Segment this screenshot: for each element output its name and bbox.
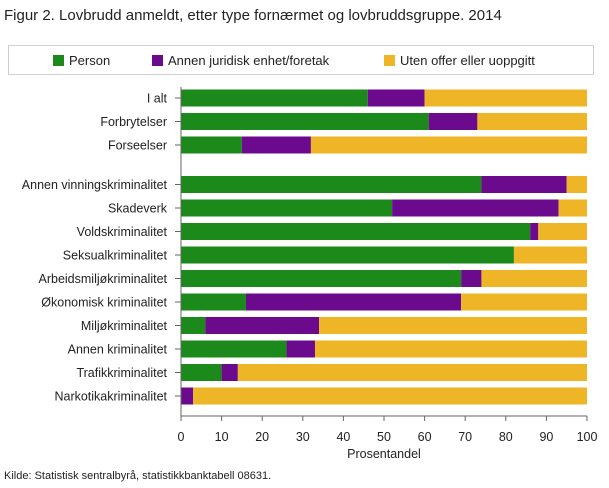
legend-item-annen: Annen juridisk enhet/foretak: [152, 46, 329, 74]
bar-annen: [205, 317, 320, 334]
legend-swatch-uten: [384, 54, 395, 66]
bar-uten: [566, 176, 587, 193]
bar-uten: [314, 340, 587, 358]
bar-person: [181, 293, 246, 311]
category-label: Annen vinningskriminalitet: [22, 178, 168, 192]
bar-annen: [241, 136, 311, 154]
bar-uten: [424, 89, 587, 107]
x-axis-title: Prosentandel: [347, 447, 421, 461]
bar-annen: [221, 364, 238, 381]
legend-label-annen: Annen juridisk enhet/foretak: [168, 52, 330, 68]
chart-title: Figur 2. Lovbrudd anmeldt, etter type fo…: [4, 7, 502, 24]
bar-annen: [367, 89, 425, 107]
bar-person: [181, 364, 222, 381]
category-label: Forbrytelser: [100, 115, 167, 129]
x-tick-label: 30: [296, 430, 310, 444]
bar-person: [181, 317, 206, 334]
bar-annen: [181, 387, 194, 405]
bar-person: [181, 136, 242, 154]
category-label: Trafikkriminalitet: [76, 366, 167, 380]
category-label: Narkotikakriminalitet: [54, 390, 167, 404]
category-label: I alt: [147, 92, 168, 106]
bar-uten: [237, 364, 587, 381]
legend-item-person: Person: [53, 46, 110, 74]
bar-person: [181, 89, 368, 107]
bar-annen: [428, 113, 478, 130]
bar-uten: [193, 387, 587, 405]
bar-annen: [286, 340, 315, 358]
legend-label-uten: Uten offer eller uoppgitt: [400, 52, 535, 68]
x-tick-label: 50: [377, 430, 391, 444]
bar-uten: [481, 270, 587, 287]
x-tick-label: 80: [499, 430, 513, 444]
bar-uten: [513, 246, 587, 264]
bar-person: [181, 340, 287, 358]
bar-annen: [481, 176, 567, 193]
bar-uten: [310, 136, 587, 154]
bar-person: [181, 113, 429, 130]
category-label: Økonomisk kriminalitet: [41, 296, 167, 310]
category-label: Voldskriminalitet: [77, 225, 168, 239]
x-tick-label: 60: [418, 430, 432, 444]
bar-uten: [477, 113, 587, 130]
x-tick-label: 40: [336, 430, 350, 444]
legend-swatch-annen: [152, 54, 163, 66]
bar-uten: [319, 317, 587, 334]
bar-uten: [538, 223, 587, 240]
bar-annen: [461, 270, 482, 287]
x-tick-label: 0: [178, 430, 185, 444]
category-label: Miljøkriminalitet: [81, 319, 168, 333]
x-tick-label: 90: [539, 430, 553, 444]
legend-item-uten: Uten offer eller uoppgitt: [384, 46, 535, 74]
bar-person: [181, 270, 462, 287]
bar-annen: [530, 223, 539, 240]
category-label: Annen kriminalitet: [68, 343, 168, 357]
bar-person: [181, 199, 393, 217]
bar-uten: [558, 199, 587, 217]
x-tick-label: 20: [255, 430, 269, 444]
bar-person: [181, 223, 531, 240]
x-tick-label: 10: [215, 430, 229, 444]
x-tick-label: 100: [577, 430, 598, 444]
bar-person: [181, 246, 514, 264]
category-label: Forseelser: [108, 139, 167, 153]
chart-legend: Person Annen juridisk enhet/foretak Uten…: [8, 45, 594, 75]
category-label: Skadeverk: [108, 202, 168, 216]
legend-label-person: Person: [69, 52, 111, 68]
source-note: Kilde: Statistisk sentralbyrå, statistik…: [4, 470, 272, 482]
bar-uten: [461, 293, 587, 311]
bar-annen: [245, 293, 462, 311]
x-tick-label: 70: [458, 430, 472, 444]
category-label: Seksualkriminalitet: [63, 249, 168, 263]
category-label: Arbeidsmiljøkriminalitet: [39, 272, 168, 286]
bar-annen: [392, 199, 559, 217]
bar-person: [181, 176, 482, 193]
legend-swatch-person: [53, 54, 64, 66]
